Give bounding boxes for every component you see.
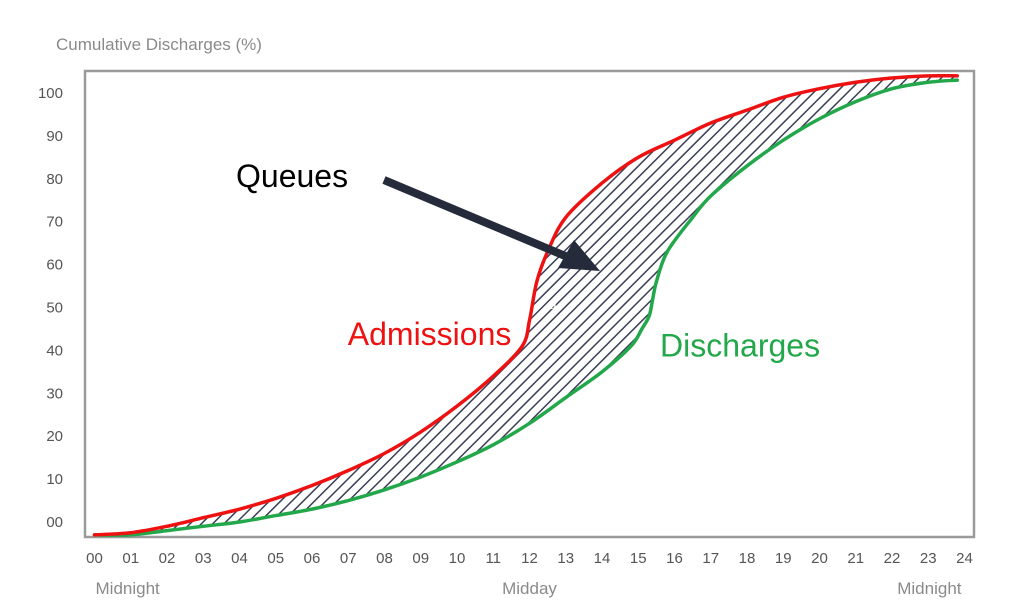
x-tick-label: 17	[702, 550, 719, 567]
y-tick-label: 50	[46, 300, 63, 317]
y-tick-label: 100	[38, 85, 63, 102]
queues-arrow-head	[558, 240, 600, 271]
discharges-series-line	[92, 78, 959, 537]
y-tick-label: 80	[46, 171, 63, 188]
x-tick-label: 23	[920, 550, 937, 567]
y-tick-label: 00	[46, 514, 63, 531]
x-axis-sublabels: Midnight Midday Midnight	[96, 579, 962, 598]
x-tick-label: 09	[412, 550, 429, 567]
y-tick-label: 10	[46, 471, 63, 488]
x-tick-label: 00	[86, 550, 103, 567]
x-sublabel: Midnight	[897, 579, 962, 598]
x-sublabel: Midday	[502, 579, 557, 598]
admissions-series-line	[92, 73, 959, 537]
x-sublabel: Midnight	[96, 579, 161, 598]
y-tick-label: 40	[46, 342, 63, 359]
y-axis-ticks: 00 10 20 30 40 50 60 70 80 90 100	[38, 85, 63, 531]
y-tick-label: 90	[46, 128, 63, 145]
queues-label: Queues	[236, 158, 348, 194]
small-annotation-a: a	[549, 296, 557, 312]
x-tick-label: 12	[521, 550, 538, 567]
y-tick-label: 70	[46, 214, 63, 231]
x-tick-label: 05	[267, 550, 284, 567]
x-tick-label: 16	[666, 550, 683, 567]
x-axis-ticks: 00 01 02 03 04 05 06 07 08 09 10 11 12 13 14 15 16 17 18 19…	[86, 550, 973, 567]
admissions-label: Admissions	[348, 316, 512, 352]
x-tick-label: 04	[231, 550, 248, 567]
y-tick-label: 30	[46, 385, 63, 402]
x-tick-label: 08	[376, 550, 393, 567]
x-tick-label: 14	[594, 550, 611, 567]
x-tick-label: 24	[956, 550, 973, 567]
x-tick-label: 13	[557, 550, 574, 567]
discharges-label: Discharges	[660, 328, 820, 364]
x-tick-label: 02	[159, 550, 176, 567]
x-tick-label: 03	[195, 550, 212, 567]
x-tick-label: 21	[847, 550, 864, 567]
x-tick-label: 18	[739, 550, 756, 567]
x-tick-label: 20	[811, 550, 828, 567]
x-tick-label: 07	[340, 550, 357, 567]
y-tick-label: 20	[46, 428, 63, 445]
queue-hatched-region	[94, 75, 958, 536]
y-axis-label: Cumulative Discharges (%)	[56, 35, 262, 54]
x-tick-label: 15	[630, 550, 647, 567]
x-tick-label: 06	[304, 550, 321, 567]
plot-area-frame	[83, 69, 976, 539]
x-tick-label: 22	[884, 550, 901, 567]
x-tick-label: 10	[449, 550, 466, 567]
y-tick-label: 60	[46, 257, 63, 274]
x-tick-label: 19	[775, 550, 792, 567]
x-tick-label: 11	[485, 550, 501, 567]
x-tick-label: 01	[122, 550, 139, 567]
queues-arrow-shaft	[382, 176, 572, 262]
